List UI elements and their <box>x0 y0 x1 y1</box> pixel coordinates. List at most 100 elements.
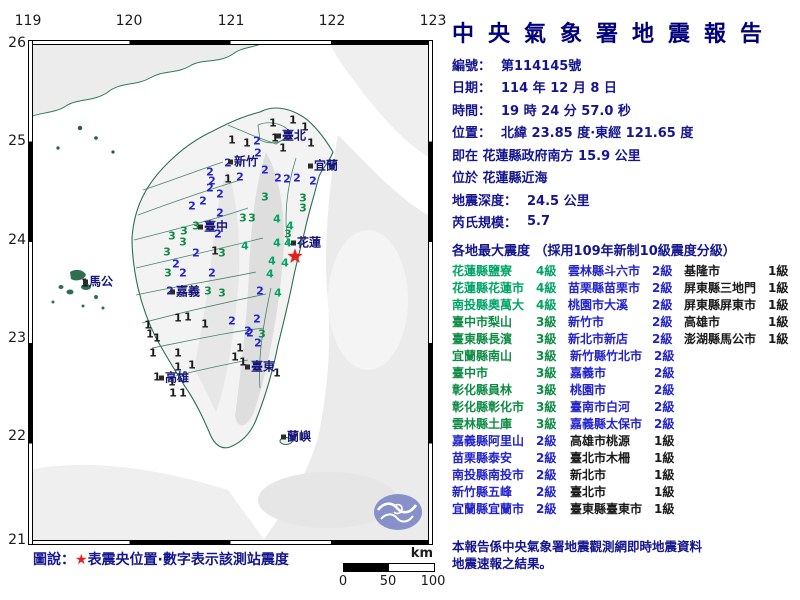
intensity-cell: 嘉義縣太保市 2級 <box>570 415 682 432</box>
intensity-cell: 臺北市木柵 1級 <box>570 449 682 466</box>
scalebar-tick-50: 50 <box>379 574 397 589</box>
intensity-cell: 雲林縣土庫 3級 <box>452 415 564 432</box>
station-intensity-value: 3 <box>284 227 292 241</box>
intensity-row: 彰化縣彰化市 3級 臺南市白河 2級 <box>452 398 800 415</box>
report-field-line: 編號： 第114145號 <box>452 53 800 76</box>
bathymetry-ridge <box>258 472 398 528</box>
intensity-row: 臺中市 3級 嘉義市 2級 <box>452 364 800 381</box>
legend-prefix: 圖說： <box>33 552 75 568</box>
intensity-cell: 臺中市梨山 3級 <box>452 313 562 330</box>
map-terrain-svg <box>28 40 433 545</box>
city-name: 嘉義 <box>176 284 201 299</box>
intensity-level: 1級 <box>768 332 789 346</box>
field-label: 時間： <box>452 103 492 119</box>
station-intensity-value: 1 <box>224 172 232 186</box>
station-intensity-value: 1 <box>174 311 182 325</box>
station-intensity-value: 1 <box>239 355 247 369</box>
legend-text: 表震央位置·數字表示該測站震度 <box>87 552 289 568</box>
report-footer: 本報告係中央氣象署地震觀測網即時地震資料 地震速報之結果。 <box>452 538 702 572</box>
latitude-tick-24: 24 <box>8 232 26 248</box>
intensity-place: 屏東縣屏東市 <box>684 298 757 312</box>
longitude-tick-119: 119 <box>14 13 42 29</box>
intensity-level: 3級 <box>536 400 557 414</box>
intensity-level: 3級 <box>536 332 557 346</box>
city-name: 臺東 <box>251 359 276 374</box>
station-intensity-value: 2 <box>253 134 261 148</box>
station-intensity-value: 1 <box>271 131 279 145</box>
station-intensity-value: 1 <box>184 310 192 324</box>
intensity-cell: 宜蘭縣南山 3級 <box>452 347 564 364</box>
city-marker-icon <box>83 279 88 285</box>
intensity-level: 2級 <box>654 400 675 414</box>
latitude-tick-25: 25 <box>8 133 26 149</box>
intensity-place: 基隆市 <box>684 264 721 278</box>
intensity-level: 4級 <box>536 264 557 278</box>
intensity-cell: 彰化縣彰化市 3級 <box>452 398 564 415</box>
city-marker-icon <box>308 163 313 169</box>
intensity-place: 桃園市 <box>570 383 607 397</box>
station-intensity-value: 3 <box>204 284 212 298</box>
intensity-cell: 臺中市 3級 <box>452 364 564 381</box>
intensity-level: 2級 <box>536 502 557 516</box>
intensity-level: 2級 <box>652 332 673 346</box>
intensity-level: 3級 <box>536 349 557 363</box>
station-intensity-value: 3 <box>248 211 256 225</box>
city-label-宜蘭: 宜蘭 <box>308 157 338 174</box>
station-intensity-value: 1 <box>144 318 152 332</box>
intensity-place: 嘉義縣阿里山 <box>452 434 525 448</box>
station-intensity-value: 4 <box>274 286 282 300</box>
map-frame-left <box>28 40 33 545</box>
bathymetry-northeast <box>328 40 433 160</box>
city-label-馬公: 馬公 <box>83 273 113 290</box>
station-intensity-value: 4 <box>266 267 274 281</box>
intensity-place: 臺東縣臺東市 <box>570 502 643 516</box>
intensity-place: 臺北市 <box>570 485 607 499</box>
station-intensity-value: 2 <box>228 314 236 328</box>
city-name: 蘭嶼 <box>287 429 312 444</box>
latitude-tick-26: 26 <box>8 35 26 51</box>
islet <box>77 125 83 131</box>
intensity-cell: 苗栗縣苗栗市 2級 <box>568 279 678 296</box>
station-intensity-value: 2 <box>274 171 282 185</box>
latitude-tick-21: 21 <box>8 532 26 548</box>
intensity-cell: 雲林縣斗六市 2級 <box>568 262 678 279</box>
intensity-row: 臺東縣長濱 3級 新北市新店 2級 澎湖縣馬公市 1級 <box>452 330 800 347</box>
intensity-cell: 臺東縣長濱 3級 <box>452 330 562 347</box>
central-mountains <box>235 152 284 426</box>
taiwan-intensity-map: 1111111111111111111111111111122222222222… <box>28 40 433 545</box>
station-intensity-value: 2 <box>261 163 269 177</box>
intensity-level: 3級 <box>536 383 557 397</box>
intensity-row: 嘉義縣阿里山 2級 高雄市桃源 1級 <box>452 432 800 449</box>
map-longitude-axis: 119 120 121 122 123 <box>15 13 447 31</box>
report-field-line: 日期： 114 年 12 月 8 日 <box>452 76 800 99</box>
intensity-cell: 屏東縣三地門 1級 <box>684 279 794 296</box>
station-intensity-value: 1 <box>188 358 196 372</box>
station-intensity-value: 1 <box>179 386 187 400</box>
field-value: 5.7 <box>527 214 551 230</box>
city-marker-icon <box>198 224 203 230</box>
station-intensity-value: 1 <box>149 346 157 360</box>
station-intensity-value: 2 <box>208 174 216 188</box>
intensity-level: 1級 <box>768 281 789 295</box>
intensity-cell: 屏東縣屏東市 1級 <box>684 296 794 313</box>
footer-line-2: 地震速報之結果。 <box>452 556 553 571</box>
intensity-cell: 高雄市桃源 1級 <box>570 432 682 449</box>
station-intensity-value: 2 <box>254 336 262 350</box>
intensity-level: 2級 <box>536 468 557 482</box>
station-intensity-value: 3 <box>168 229 176 243</box>
station-intensity-value: 4 <box>286 219 294 233</box>
intensity-level: 2級 <box>652 315 673 329</box>
intensity-row: 花蓮縣鹽寮 4級 雲林縣斗六市 2級 基隆市 1級 <box>452 262 800 279</box>
intensity-level: 1級 <box>768 298 789 312</box>
intensity-level: 2級 <box>536 451 557 465</box>
intensity-place: 高雄市 <box>684 315 721 329</box>
intensity-level: 4級 <box>536 281 557 295</box>
city-marker-icon <box>291 240 296 246</box>
intensity-cell: 新竹縣五峰 2級 <box>452 483 564 500</box>
city-name: 花蓮 <box>297 235 322 250</box>
report-field-line: 時間： 19 時 24 分 57.0 秒 <box>452 98 800 121</box>
station-intensity-value: 1 <box>236 341 244 355</box>
intensity-level: 1級 <box>654 502 675 516</box>
islet <box>56 146 60 150</box>
map-frame-right <box>428 40 433 545</box>
